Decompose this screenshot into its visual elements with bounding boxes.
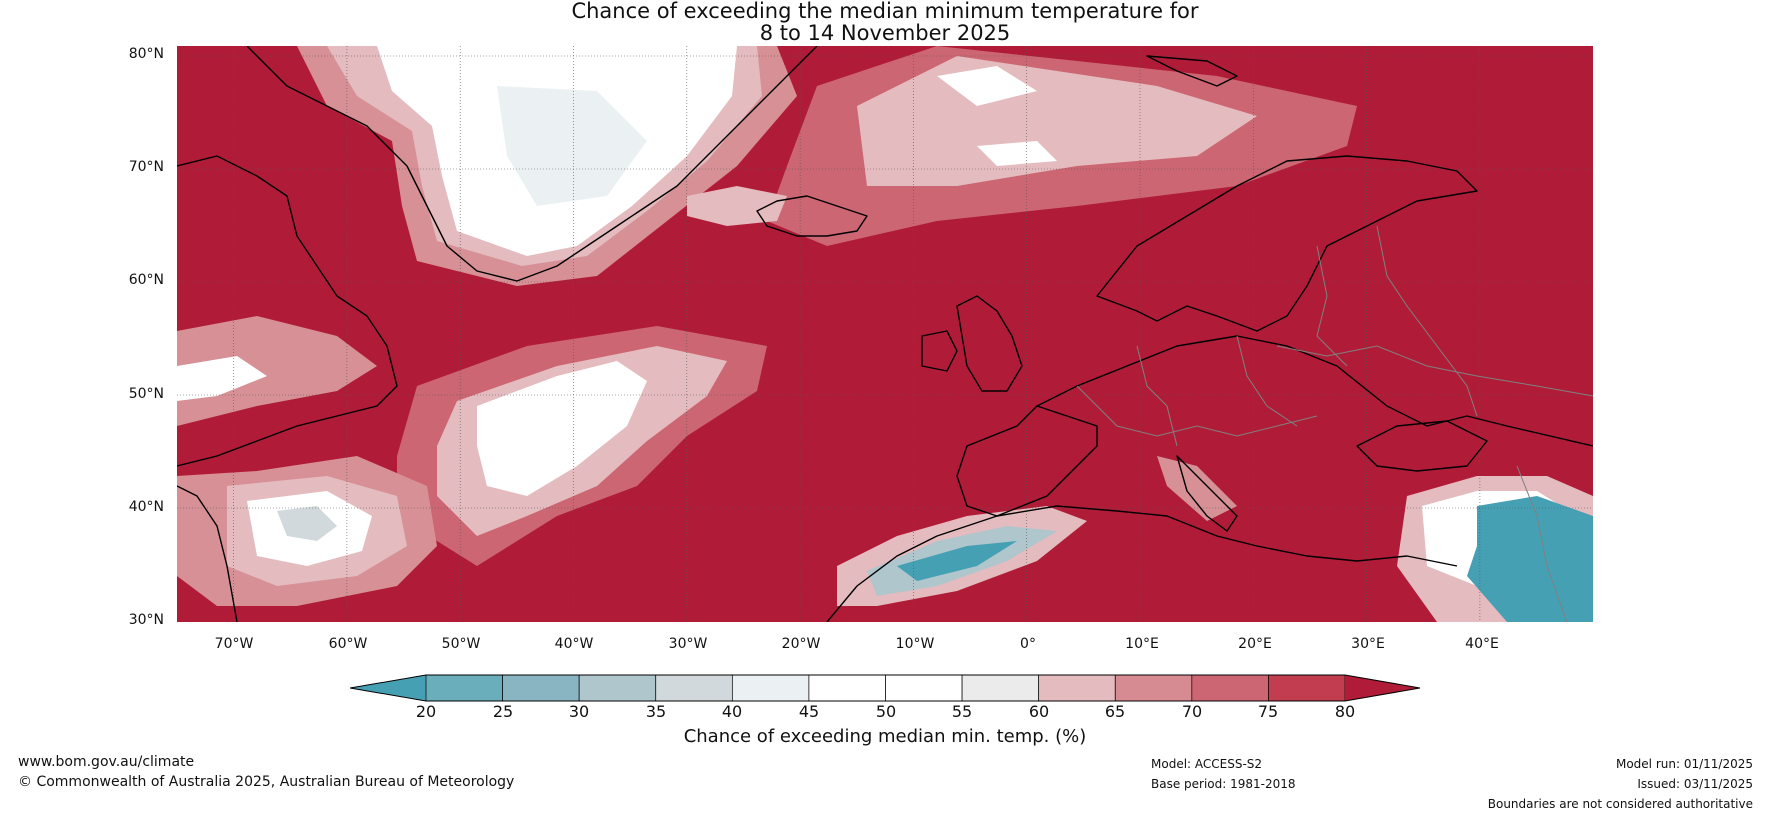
arctic-region-50 (937, 66, 1037, 106)
boundary-disclaimer: Boundaries are not considered authoritat… (1487, 797, 1753, 811)
colorbar-label: Chance of exceeding median min. temp. (%… (683, 726, 1087, 747)
colorbar-tick-75: 75 (1257, 702, 1279, 721)
colorbar-tick-20: 20 (415, 702, 437, 721)
adriatic-region (1157, 456, 1237, 521)
colorbar-segment-60-65 (1038, 674, 1116, 702)
labrador-region-65 (177, 316, 377, 426)
british-isles-coastline (956, 295, 1023, 392)
lat-label-70n: 70°N (128, 159, 164, 175)
lon-label-60w: 60°W (328, 636, 368, 652)
colorbar-segment-75-80 (1268, 674, 1346, 702)
lat-label-60n: 60°N (128, 272, 164, 288)
colorbar-tick-45: 45 (798, 702, 820, 721)
issued-date: Issued: 03/11/2025 (1637, 777, 1753, 791)
base-period: Base period: 1981-2018 (1151, 777, 1296, 791)
colorbar-segment-50-55 (885, 674, 963, 702)
colorbar-tick-80: 80 (1334, 702, 1356, 721)
black-sea-coastline (1356, 420, 1488, 472)
colorbar-low-extension (350, 675, 426, 701)
middle-east-region-20 (1467, 496, 1593, 622)
arctic-region-50b (977, 141, 1057, 166)
lon-label-70w: 70°W (214, 636, 254, 652)
colorbar-outline (350, 674, 1420, 702)
website-link[interactable]: www.bom.gov.au/climate (18, 754, 195, 770)
colorbar-segment-35-40 (655, 674, 733, 702)
colorbar-segment-55-60 (961, 674, 1040, 702)
probability-map (177, 46, 1593, 622)
svalbard-coastline (1146, 55, 1238, 87)
country-border-1 (1076, 385, 1318, 437)
europe-coastline (1036, 335, 1593, 447)
colorbar-tick-70: 70 (1181, 702, 1203, 721)
lat-label-40n: 40°N (128, 499, 164, 515)
copyright-notice: © Commonwealth of Australia 2025, Austra… (18, 774, 515, 790)
colorbar-segment-65-70 (1114, 674, 1193, 702)
iceland-region (687, 186, 787, 226)
country-border-4 (1316, 245, 1348, 367)
colorbar-tick-30: 30 (568, 702, 590, 721)
north-america-coastline (177, 155, 398, 467)
country-border-3 (1236, 335, 1298, 427)
colorbar-segment-45-50 (808, 674, 886, 702)
greenland-region-45 (497, 86, 647, 206)
north-africa-coastline (826, 505, 1458, 622)
labrador-region-50 (177, 356, 267, 401)
greenland-coastline (246, 46, 818, 282)
lat-label-50n: 50°N (128, 386, 164, 402)
lat-label-80n: 80°N (128, 46, 164, 62)
colorbar-segment-25-30 (502, 674, 580, 702)
chart-title-line2: 8 to 14 November 2025 (759, 21, 1011, 45)
colorbar-segment-20-25 (425, 674, 503, 702)
country-border-2 (1136, 345, 1178, 447)
colorbar-tick-60: 60 (1028, 702, 1050, 721)
country-border-7 (1516, 465, 1568, 622)
colorbar (350, 674, 1420, 702)
lon-label-20w: 20°W (781, 636, 821, 652)
colorbar-tick-40: 40 (721, 702, 743, 721)
colorbar-tick-35: 35 (645, 702, 667, 721)
lon-label-20e: 20°E (1238, 636, 1272, 652)
scandinavia-coastline (1096, 155, 1478, 332)
lon-label-50w: 50°W (441, 636, 481, 652)
italy-coastline (1176, 455, 1238, 532)
lon-label-10w: 10°W (895, 636, 935, 652)
north-africa-region-20 (897, 541, 1017, 581)
lon-label-0: 0° (1020, 636, 1036, 652)
lon-label-40w: 40°W (554, 636, 594, 652)
us-east-region-40 (277, 506, 337, 541)
lon-label-30w: 30°W (668, 636, 708, 652)
ireland-coastline (921, 330, 958, 372)
model-run-date: Model run: 01/11/2025 (1615, 757, 1753, 771)
model-name: Model: ACCESS-S2 (1151, 757, 1263, 771)
colorbar-tick-55: 55 (951, 702, 973, 721)
colorbar-tick-65: 65 (1104, 702, 1126, 721)
iceland-coastline (756, 195, 868, 237)
country-border-5 (1376, 225, 1478, 417)
colorbar-high-extension (1345, 675, 1420, 701)
lat-label-30n: 30°N (128, 612, 164, 628)
lon-label-40e: 40°E (1465, 636, 1499, 652)
lon-label-30e: 30°E (1351, 636, 1385, 652)
lon-label-10e: 10°E (1125, 636, 1159, 652)
us-east-coastline (177, 485, 238, 622)
colorbar-tick-50: 50 (875, 702, 897, 721)
chart-title-line1: Chance of exceeding the median minimum t… (571, 0, 1199, 23)
colorbar-segment-40-45 (731, 674, 810, 702)
colorbar-segment-70-75 (1191, 674, 1269, 702)
colorbar-tick-25: 25 (492, 702, 514, 721)
country-border-6 (1276, 345, 1593, 397)
colorbar-segment-30-35 (578, 674, 657, 702)
